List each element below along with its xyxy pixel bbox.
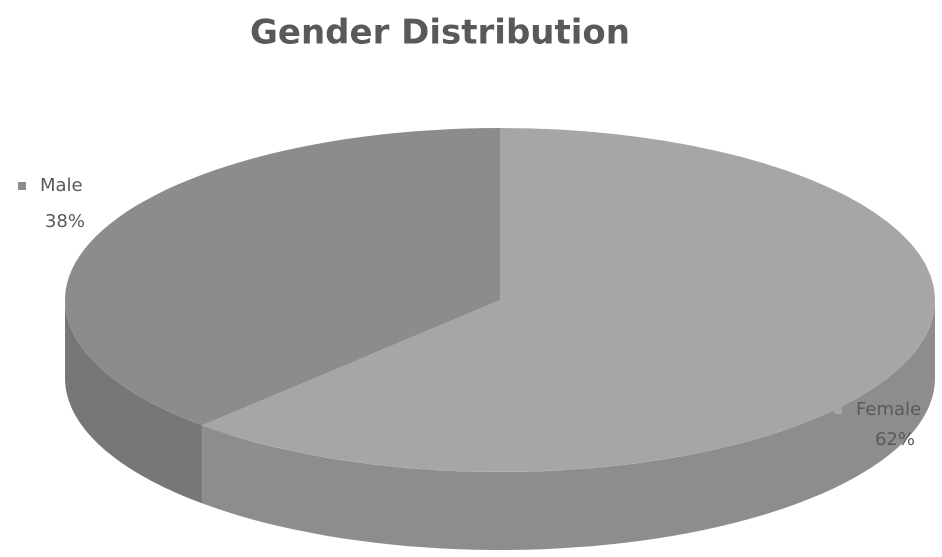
data-label: 38% bbox=[45, 211, 85, 232]
pie-slice bbox=[65, 128, 500, 426]
pie-side bbox=[65, 300, 203, 504]
legend-label: Male bbox=[40, 175, 83, 196]
data-label: 62% bbox=[875, 429, 915, 450]
pie-side bbox=[202, 300, 935, 550]
chart-title: Gender Distribution bbox=[250, 13, 630, 53]
pie-slice bbox=[202, 128, 935, 472]
legend-label: Female bbox=[856, 399, 921, 420]
legend-marker bbox=[834, 406, 842, 414]
legend-marker bbox=[18, 182, 26, 190]
